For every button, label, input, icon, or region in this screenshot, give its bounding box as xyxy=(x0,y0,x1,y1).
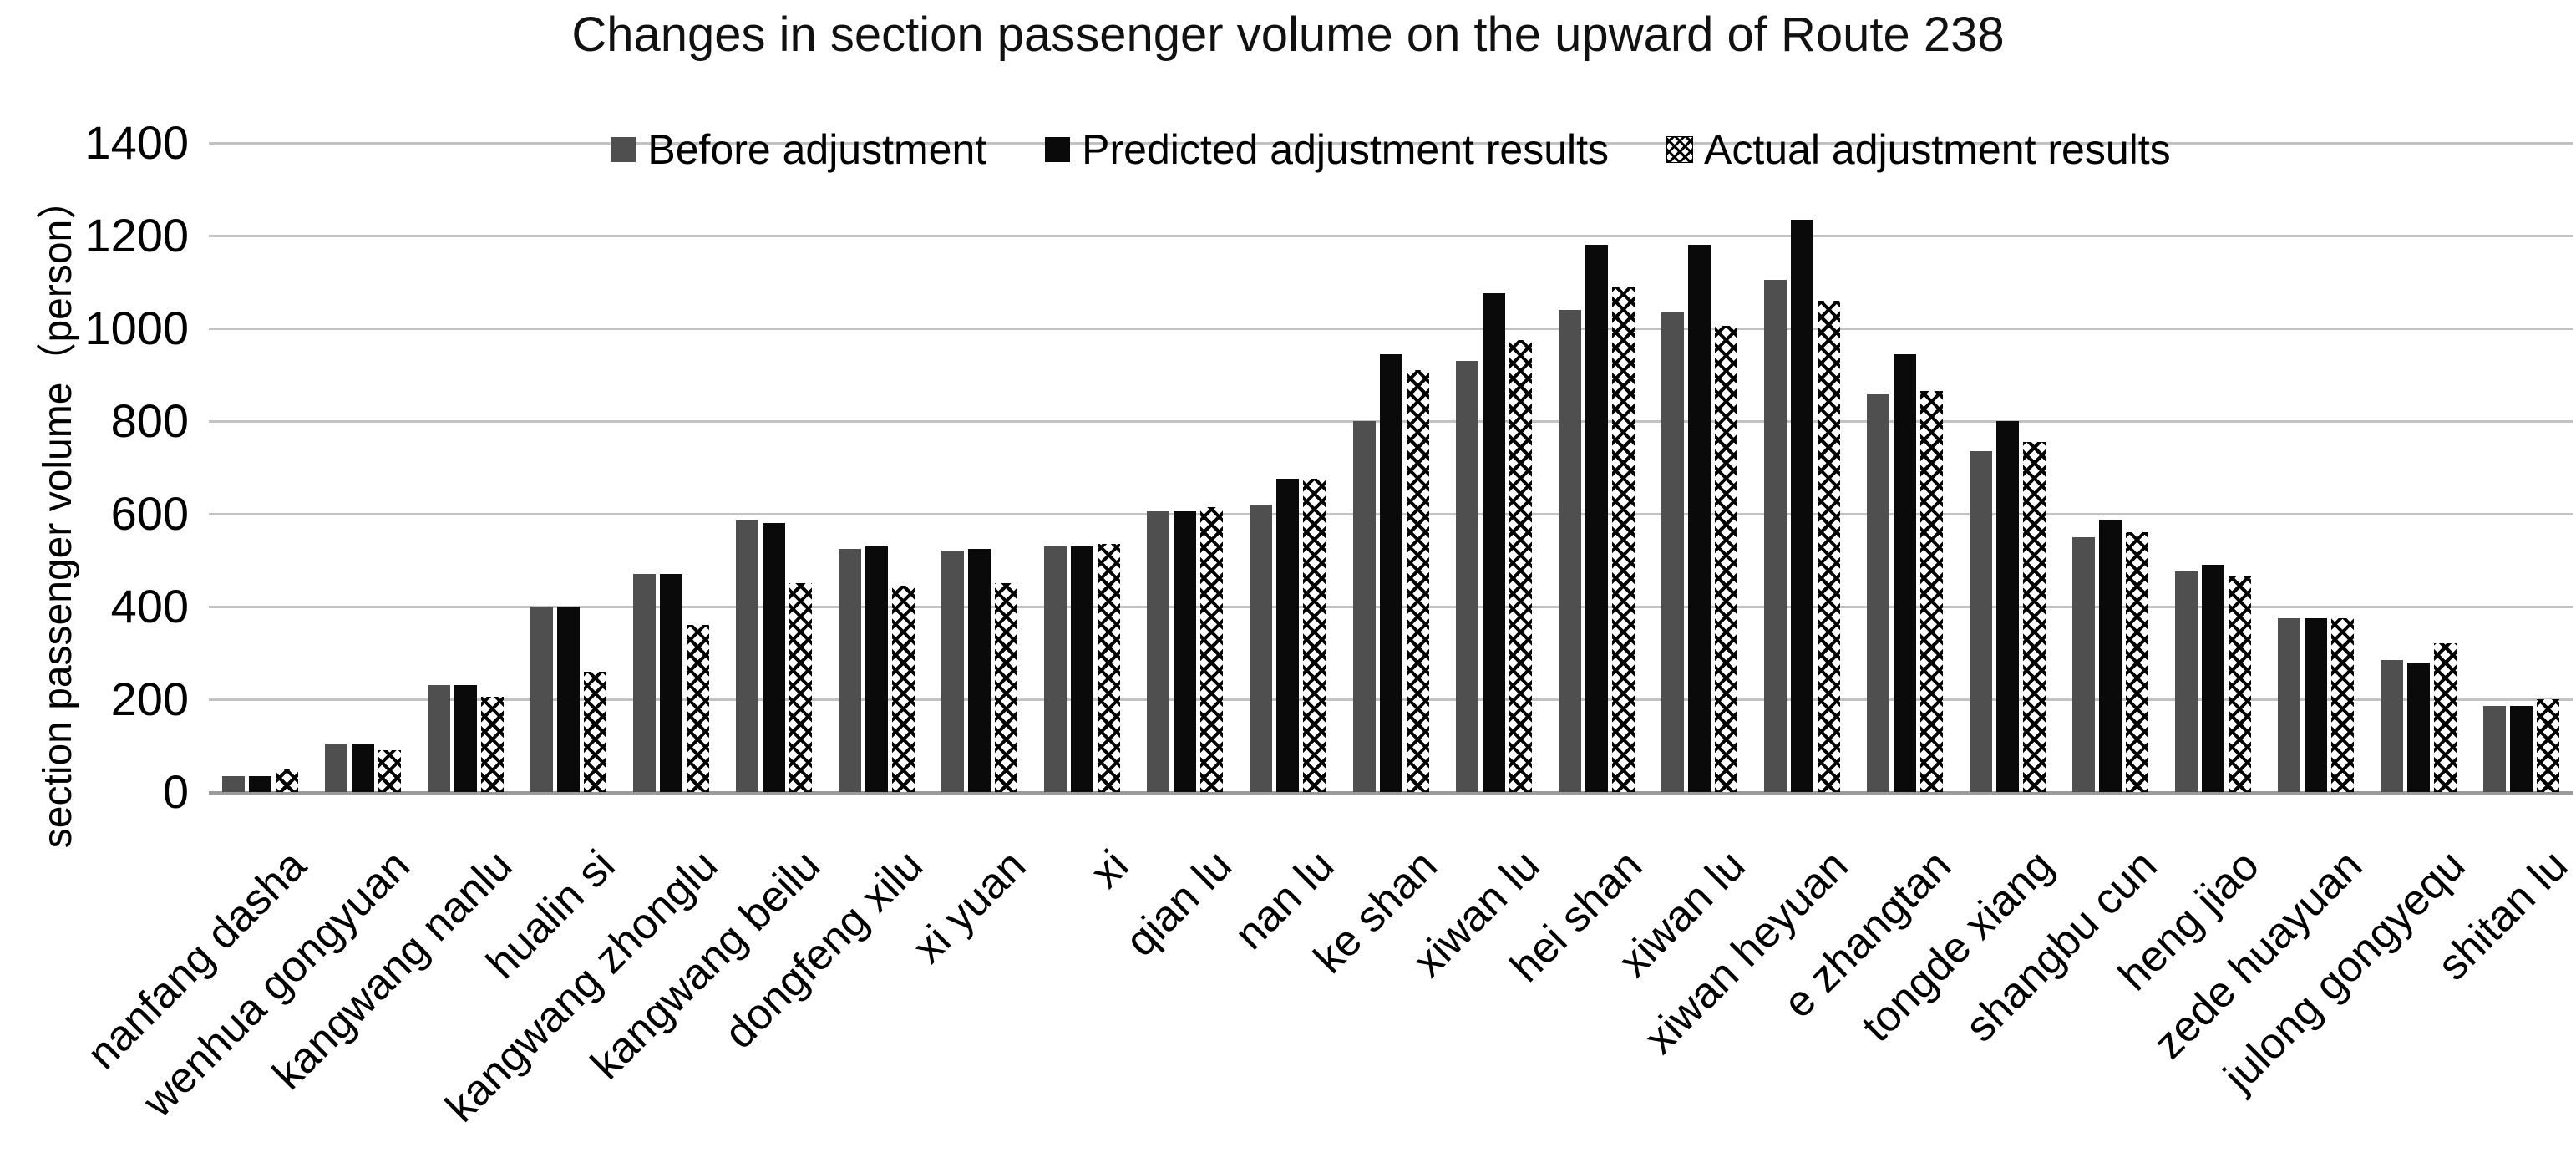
bar xyxy=(2201,565,2224,792)
chart-title: Changes in section passenger volume on t… xyxy=(571,8,2005,62)
gridline xyxy=(209,328,2573,330)
bar xyxy=(1585,245,1608,792)
bar xyxy=(1509,339,1532,792)
gridline xyxy=(209,142,2573,145)
bar xyxy=(378,750,402,792)
bar xyxy=(1790,219,1813,792)
bar xyxy=(1763,279,1787,792)
bar xyxy=(1071,546,1094,792)
bar xyxy=(839,548,862,792)
bar xyxy=(325,743,348,792)
x-axis-label: qian lu xyxy=(1116,840,1241,967)
y-axis-tick-label: 400 xyxy=(110,580,189,632)
bar xyxy=(1174,511,1197,792)
bar xyxy=(2406,662,2430,792)
bar xyxy=(736,520,759,792)
bar xyxy=(660,574,683,792)
y-axis-tick-label: 0 xyxy=(162,765,189,818)
bar xyxy=(1866,393,1889,792)
bar xyxy=(352,743,375,792)
bar xyxy=(276,769,299,792)
bar xyxy=(249,775,272,792)
bar xyxy=(1250,504,1273,792)
bar xyxy=(1098,544,1121,792)
bar xyxy=(1379,353,1402,792)
legend-swatch-pattern-icon xyxy=(1666,136,1694,163)
bar xyxy=(1687,245,1711,792)
bar xyxy=(865,546,889,792)
bar xyxy=(2228,576,2251,792)
bar xyxy=(1303,479,1326,792)
legend-label-predicted-results: Predicted adjustment results xyxy=(1082,126,1610,173)
y-axis-tick-label: 200 xyxy=(110,673,189,725)
gridline xyxy=(209,235,2573,237)
bar xyxy=(1276,479,1300,792)
bar xyxy=(1147,511,1170,792)
bar xyxy=(633,574,657,792)
bar xyxy=(454,685,478,792)
bar xyxy=(557,607,581,792)
bar xyxy=(789,583,813,792)
y-axis-tick-label: 1200 xyxy=(84,209,189,262)
legend-swatch-gray-icon xyxy=(611,137,636,162)
bar xyxy=(530,607,554,792)
y-axis-tick-label: 1400 xyxy=(84,116,189,169)
bar xyxy=(1558,309,1581,792)
y-axis-tick-label: 800 xyxy=(110,394,189,447)
bar xyxy=(2022,441,2046,792)
bar xyxy=(1714,326,1737,792)
bar xyxy=(892,586,915,792)
bar xyxy=(1044,546,1067,792)
bar xyxy=(1969,451,1992,792)
legend-item-actual-results: Actual adjustment results xyxy=(1666,125,2171,174)
bar xyxy=(1352,421,1376,792)
bar xyxy=(2509,706,2533,792)
bar xyxy=(481,697,505,792)
y-axis-tick-label: 1000 xyxy=(84,302,189,354)
bar xyxy=(428,685,451,792)
bar xyxy=(2433,643,2457,792)
bar xyxy=(1817,300,1840,792)
bar xyxy=(763,523,786,792)
bar xyxy=(2330,617,2354,792)
y-axis-tick-label: 600 xyxy=(110,487,189,540)
x-axis-label: xi xyxy=(1082,840,1138,898)
x-axis-line xyxy=(209,791,2573,795)
bar xyxy=(2536,699,2559,792)
bar xyxy=(584,671,607,792)
bar xyxy=(2174,571,2198,792)
legend-item-predicted-results: Predicted adjustment results xyxy=(1045,125,1609,174)
bar xyxy=(1893,353,1916,792)
bar xyxy=(1995,421,2019,792)
bar xyxy=(687,625,710,792)
bar xyxy=(2125,532,2148,792)
bar xyxy=(1406,369,1429,792)
legend-label-actual-results: Actual adjustment results xyxy=(1704,126,2171,173)
bar xyxy=(2380,659,2403,792)
bar xyxy=(2277,617,2300,792)
legend-swatch-black-icon xyxy=(1045,137,1071,162)
legend-label-before-adjustment: Before adjustment xyxy=(647,126,987,173)
bar xyxy=(2482,706,2506,792)
bar xyxy=(1455,360,1478,792)
x-axis-label: xi yuan xyxy=(904,840,1036,973)
bar xyxy=(2071,536,2095,792)
bar xyxy=(222,775,246,792)
bar xyxy=(1661,312,1684,792)
legend: Before adjustment Predicted adjustment r… xyxy=(209,125,2573,174)
plot-area: nanfang dasha wenhua gongyuan kangwang nan… xyxy=(79,142,2576,1131)
bar xyxy=(2098,520,2122,792)
bar xyxy=(2304,617,2327,792)
bar xyxy=(1200,506,1224,792)
bar xyxy=(941,551,965,792)
legend-item-before-adjustment: Before adjustment xyxy=(611,125,986,174)
bar xyxy=(968,548,991,792)
bar xyxy=(1611,287,1635,792)
bar xyxy=(1482,293,1505,792)
bar xyxy=(995,583,1018,792)
bar xyxy=(1919,390,1943,792)
